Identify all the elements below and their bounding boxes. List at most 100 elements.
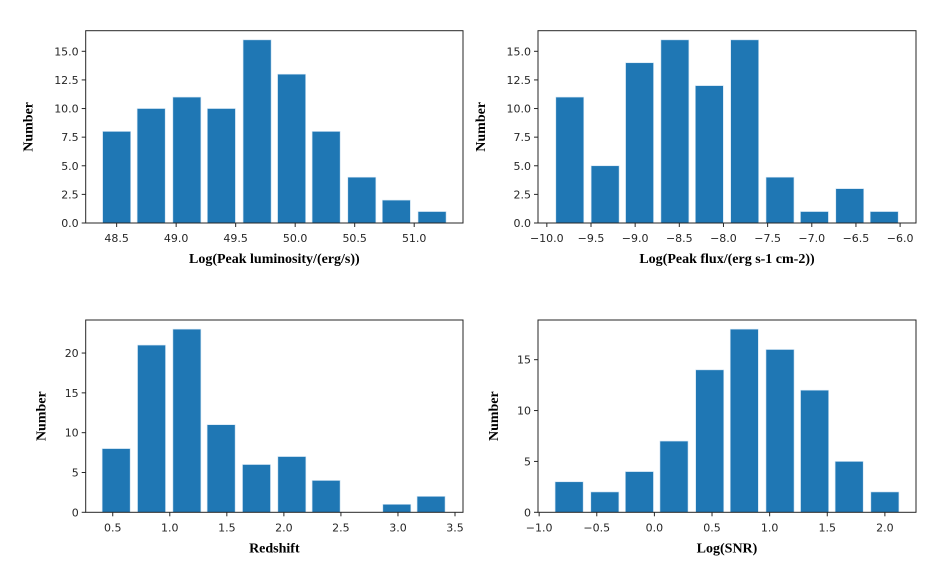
histogram-bar — [659, 440, 689, 513]
x-axis-label: Log(Peak luminosity/(erg/s)) — [189, 252, 360, 267]
x-tick-label: 0.0 — [646, 521, 664, 534]
y-tick-label: 20 — [65, 347, 79, 360]
histogram-bar — [765, 349, 795, 513]
histogram-bar — [590, 491, 620, 513]
x-tick-label: −8.0 — [710, 232, 737, 245]
x-tick-label: 48.5 — [104, 232, 129, 245]
axes-frame — [85, 30, 464, 224]
y-tick-label: 5.0 — [61, 160, 79, 173]
x-tick-label: 2.5 — [332, 521, 350, 534]
x-tick-label: 1.0 — [161, 521, 179, 534]
y-tick-label: 10.0 — [507, 103, 532, 116]
y-tick-label: 15.0 — [507, 45, 532, 58]
histogram-bar — [625, 471, 654, 513]
y-axis-label: Number — [22, 102, 37, 152]
x-tick-label: −9.0 — [622, 232, 649, 245]
x-tick-label: 1.5 — [218, 521, 236, 534]
histogram-bar — [242, 464, 271, 513]
histogram-bar — [590, 165, 620, 224]
x-tick-label: 2.0 — [876, 521, 894, 534]
histogram-bar — [416, 496, 446, 513]
histogram-bar — [800, 211, 829, 224]
axes-frame — [537, 319, 917, 513]
x-tick-label: −10.0 — [530, 232, 564, 245]
histogram-bar — [311, 131, 341, 224]
histogram-bar — [137, 344, 166, 513]
y-tick-label: 5 — [72, 466, 79, 479]
x-tick-label: 51.0 — [402, 232, 427, 245]
histogram-bar — [382, 504, 412, 513]
x-tick-label: −9.5 — [578, 232, 605, 245]
histogram-bar — [765, 176, 795, 224]
histogram-bar — [834, 461, 864, 513]
x-tick-label: 3.0 — [389, 521, 407, 534]
histogram-bar — [869, 211, 899, 224]
y-tick-label: 10.0 — [54, 103, 79, 116]
axes-frame — [537, 30, 917, 224]
y-tick-label: 15.0 — [54, 45, 79, 58]
histogram-bar — [695, 369, 725, 513]
x-tick-label: −1.0 — [526, 521, 553, 534]
histogram-bar — [101, 448, 131, 513]
histogram-bar — [347, 176, 377, 224]
histogram-bar — [729, 328, 759, 513]
x-tick-label: −6.0 — [887, 232, 914, 245]
histogram-bar — [206, 424, 236, 513]
histogram-bar — [311, 480, 341, 513]
y-tick-label: 0.0 — [61, 217, 79, 230]
histogram-bar — [207, 108, 236, 224]
x-tick-label: −8.5 — [666, 232, 693, 245]
histogram-bar — [417, 211, 447, 224]
y-tick-label: 10 — [65, 427, 79, 440]
histogram-bar — [382, 199, 411, 224]
x-tick-label: 3.5 — [446, 521, 464, 534]
histogram-bar — [172, 96, 202, 224]
y-tick-label: 10 — [517, 405, 531, 418]
histogram-bar — [242, 39, 272, 224]
y-axis-label: Number — [474, 102, 489, 152]
y-tick-label: 0 — [72, 506, 79, 519]
histogram-bar — [277, 73, 306, 224]
histogram-bar — [660, 39, 690, 224]
histogram-panel-4: −1.0 −0.5 0.0 0.5 1.0 1.5 2.0 0 5 10 15 Log(SNR) Num… — [487, 319, 917, 556]
histogram-bar — [730, 39, 759, 224]
histogram-bar — [554, 481, 584, 513]
histogram-bar — [870, 491, 900, 513]
y-tick-label: 7.5 — [61, 131, 79, 144]
histogram-bar — [102, 131, 131, 224]
x-tick-label: −6.5 — [843, 232, 870, 245]
x-tick-label: −7.0 — [798, 232, 825, 245]
histogram-bar — [625, 62, 654, 224]
y-tick-label: 2.5 — [514, 188, 532, 201]
axes-frame — [85, 319, 464, 513]
histogram-panel-3: 0.5 1.0 1.5 2.0 2.5 3.0 3.5 0 5 10 15 20 Redshift Num… — [35, 319, 464, 556]
y-tick-label: 2.5 — [61, 188, 79, 201]
y-tick-label: 7.5 — [514, 131, 532, 144]
x-tick-label: 0.5 — [703, 521, 721, 534]
x-tick-label: 2.0 — [275, 521, 293, 534]
y-tick-label: 5.0 — [514, 160, 532, 173]
x-tick-label: 49.0 — [164, 232, 189, 245]
histogram-bar — [172, 328, 202, 513]
histogram-bar — [555, 96, 585, 224]
x-tick-label: 50.0 — [283, 232, 308, 245]
x-tick-label: 1.5 — [819, 521, 837, 534]
histogram-bar — [136, 108, 166, 224]
histogram-bar — [800, 389, 829, 513]
x-tick-label: 50.5 — [342, 232, 367, 245]
y-tick-label: 0 — [524, 506, 531, 519]
y-tick-label: 15 — [65, 387, 79, 400]
histogram-bar — [835, 188, 865, 224]
y-axis-label: Number — [35, 391, 50, 441]
y-tick-label: 0.0 — [514, 217, 532, 230]
x-tick-label: 1.0 — [761, 521, 779, 534]
x-axis-label: Log(Peak flux/(erg s-1 cm-2)) — [639, 252, 815, 267]
y-tick-label: 12.5 — [54, 74, 79, 87]
x-tick-label: 0.5 — [104, 521, 122, 534]
histogram-bar — [695, 85, 724, 224]
histogram-bar — [277, 456, 307, 513]
x-tick-label: 49.5 — [223, 232, 248, 245]
x-tick-label: −7.5 — [754, 232, 781, 245]
x-axis-label: Log(SNR) — [697, 541, 758, 556]
